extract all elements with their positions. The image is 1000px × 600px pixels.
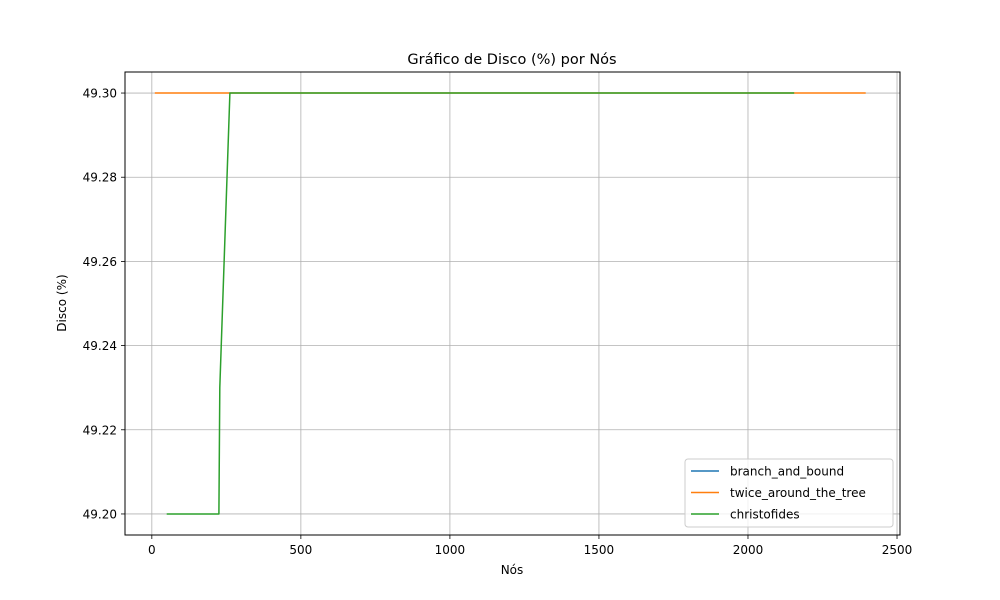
y-tick-label: 49.30	[83, 87, 117, 101]
x-tick-label: 500	[289, 543, 312, 557]
legend-label-twice-around-the-tree: twice_around_the_tree	[730, 486, 866, 500]
x-tick-label: 1000	[435, 543, 466, 557]
y-tick-label: 49.28	[83, 171, 117, 185]
ticks: 0 500 1000 1500 2000 2500 49.20 49.22 49.24 49.26…	[83, 87, 913, 557]
legend-label-christofides: christofides	[730, 508, 800, 522]
chart-title: Gráfico de Disco (%) por Nós	[407, 52, 616, 68]
y-tick-label: 49.20	[83, 507, 117, 521]
y-axis-label: Disco (%)	[55, 274, 69, 331]
x-axis-label: Nós	[501, 563, 524, 577]
legend-box	[684, 458, 894, 528]
series-layer	[154, 92, 866, 515]
x-tick-label: 2500	[882, 543, 913, 557]
y-tick-label: 49.24	[83, 339, 117, 353]
legend: branch_and_bound twice_around_the_treechr…	[684, 458, 894, 528]
plot-area-frame	[124, 71, 901, 536]
y-tick-label: 49.26	[83, 255, 117, 269]
x-tick-label: 1500	[584, 543, 615, 557]
legend-label-branch-and-bound: branch_and_bound	[730, 465, 844, 479]
y-tick-label: 49.22	[83, 423, 117, 437]
x-tick-label: 2000	[733, 543, 764, 557]
series-line-christofides	[166, 92, 795, 515]
x-tick-label: 0	[148, 543, 156, 557]
